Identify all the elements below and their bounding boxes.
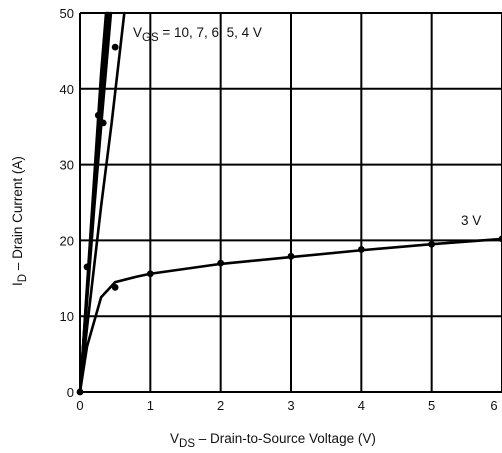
- y-tick-label: 30: [60, 158, 74, 173]
- data-point: [111, 43, 119, 51]
- data-point: [217, 259, 225, 267]
- data-markers: [76, 43, 502, 396]
- y-tick-label: 0: [67, 385, 74, 400]
- x-axis-label: VDS – Drain-to-Source Voltage (V): [170, 431, 376, 450]
- series-line-4-v: [78, 11, 126, 394]
- x-tick-label: 4: [358, 398, 365, 413]
- x-tick-label: 2: [217, 398, 224, 413]
- y-tick-label: 50: [60, 6, 74, 21]
- x-tick-label: 3: [287, 398, 294, 413]
- y-tick-label: 20: [60, 233, 74, 248]
- series-line-5-v: [78, 11, 113, 394]
- y-tick-label: 40: [60, 82, 74, 97]
- x-tick-label: 5: [428, 398, 435, 413]
- x-tick-label: 6: [490, 398, 497, 413]
- grid-lines: [79, 12, 502, 393]
- data-point: [357, 246, 365, 253]
- data-point: [94, 111, 102, 119]
- data-point: [498, 235, 502, 243]
- vgs-annotation: VGS = 10, 7, 6, 5, 4 V: [133, 25, 262, 44]
- data-point: [287, 252, 295, 260]
- three-v-annotation: 3 V: [461, 213, 481, 228]
- x-tick-label: 0: [76, 398, 83, 413]
- data-point: [99, 119, 107, 127]
- tick-labels: 0 1 2 3 4 5 6 0 10 20 30 40 50: [60, 6, 498, 413]
- data-point: [83, 263, 91, 271]
- data-point: [111, 283, 119, 291]
- data-point: [146, 270, 154, 278]
- y-axis-label: ID – Drain Current (A): [10, 156, 29, 286]
- x-tick-label: 1: [147, 398, 154, 413]
- data-point: [76, 388, 84, 396]
- y-tick-label: 10: [60, 309, 74, 324]
- data-point: [428, 240, 436, 248]
